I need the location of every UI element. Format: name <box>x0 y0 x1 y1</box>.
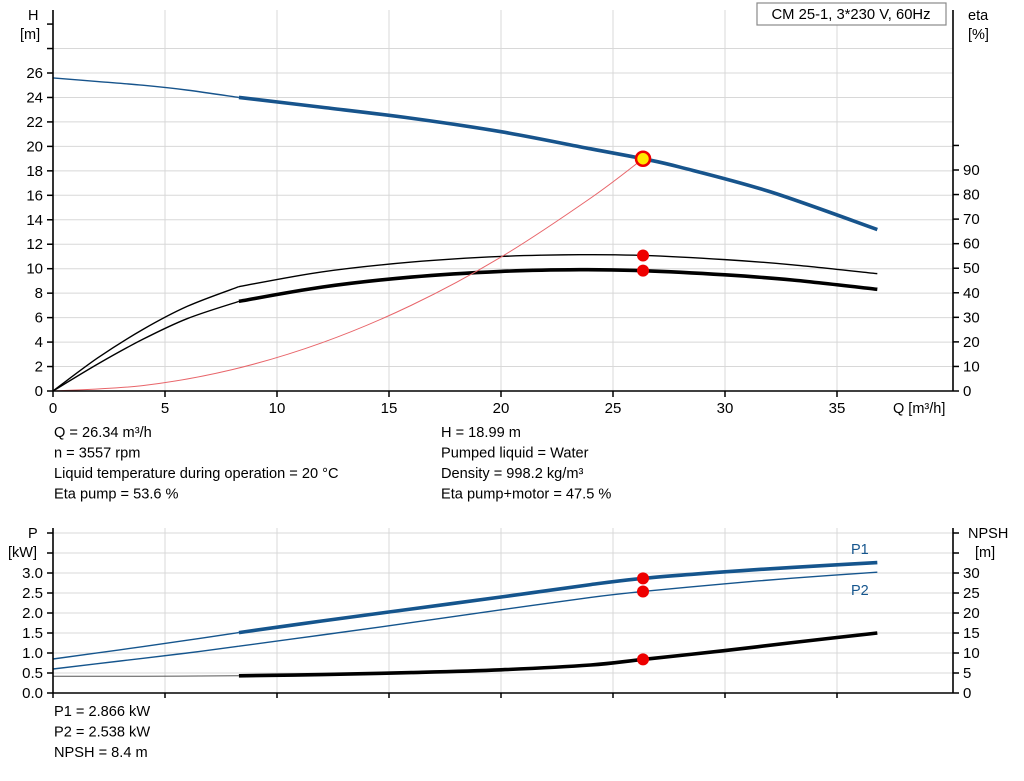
bottom-chart-y-left-tick-label: 0.5 <box>22 665 43 682</box>
bottom-chart-curve <box>238 571 878 647</box>
top-chart-y-right-tick-label: 10 <box>963 358 980 375</box>
bottom-chart-y-right-title: NPSH <box>968 526 1008 542</box>
info-bottom-line: NPSH = 8.4 m <box>54 745 148 761</box>
top-chart-y-left-unit: [m] <box>20 27 40 43</box>
model-title-label: CM 25-1, 3*230 V, 60Hz <box>771 7 930 23</box>
top-chart-y-right-unit: [%] <box>968 27 989 43</box>
bottom-chart-y-right-unit: [m] <box>975 545 995 561</box>
bottom-chart-legend-p1: P1 <box>851 542 869 558</box>
top-chart-curve <box>52 158 644 392</box>
bottom-chart-curve <box>52 631 240 660</box>
bottom-chart-y-right-tick-label: 25 <box>963 585 980 602</box>
top-chart-curve <box>52 285 240 392</box>
top-chart-y-right-title: eta <box>968 8 989 24</box>
info-top-col1-line: Eta pump = 53.6 % <box>54 487 179 503</box>
eta-pump-motor-point-marker[interactable] <box>637 264 650 277</box>
top-chart-y-left-title: H <box>28 8 38 24</box>
top-chart-y-left-tick-label: 16 <box>26 187 43 204</box>
top-chart-y-left-tick-label: 24 <box>26 89 43 106</box>
top-chart-y-left-tick-label: 18 <box>26 163 43 180</box>
top-chart-x-tick-label: 0 <box>49 400 57 417</box>
top-chart-y-left-tick-label: 0 <box>35 383 43 400</box>
bottom-chart-y-left-unit: [kW] <box>8 545 37 561</box>
top-chart-y-right-tick-label: 60 <box>963 236 980 253</box>
duty-point-marker[interactable] <box>634 150 652 168</box>
bottom-chart-y-left-tick-label: 2.5 <box>22 585 43 602</box>
info-bottom-line: P2 = 2.538 kW <box>54 725 150 741</box>
bottom-chart-legend-p2: P2 <box>851 583 869 599</box>
bottom-chart-y-right-tick-label: 20 <box>963 605 980 622</box>
info-top-col1-line: Q = 26.34 m³/h <box>54 425 152 441</box>
bottom-chart-y-left-tick-label: 3.0 <box>22 565 43 582</box>
info-bottom-line: P1 = 2.866 kW <box>54 704 150 720</box>
top-chart-curve <box>238 95 878 232</box>
bottom-chart-y-right-tick-label: 5 <box>963 665 971 682</box>
top-chart-y-right-tick-label: 70 <box>963 211 980 228</box>
bottom-chart-y-left-tick-label: 1.0 <box>22 645 43 662</box>
p1-point-marker[interactable] <box>637 572 650 585</box>
top-chart-y-left-tick-label: 22 <box>26 114 43 131</box>
top-chart-y-left-tick-label: 2 <box>35 359 43 376</box>
bottom-chart-curve <box>52 645 240 670</box>
info-top-col2-line: Pumped liquid = Water <box>441 446 589 462</box>
bottom-chart-y-right-tick-label: 0 <box>963 685 971 702</box>
info-top-col2-line: Density = 998.2 kg/m³ <box>441 466 583 482</box>
top-chart-y-left-tick-label: 14 <box>26 212 43 229</box>
bottom-chart-plot-area <box>53 528 953 693</box>
top-chart-x-axis-title: Q [m³/h] <box>893 401 945 417</box>
top-chart-x-tick-label: 20 <box>493 400 510 417</box>
bottom-chart-y-right-tick-label: 10 <box>963 645 980 662</box>
npsh-point-marker[interactable] <box>637 653 650 666</box>
bottom-chart-y-left-title: P <box>28 526 38 542</box>
top-chart-y-left-tick-label: 8 <box>35 285 43 302</box>
top-chart-curve <box>52 77 240 99</box>
info-top-col2-line: H = 18.99 m <box>441 425 521 441</box>
bottom-chart-curve <box>238 631 878 678</box>
top-chart-y-right-tick-label: 20 <box>963 334 980 351</box>
top-chart-x-tick-label: 30 <box>717 400 734 417</box>
top-chart-y-left-tick-label: 6 <box>35 310 43 327</box>
top-chart-x-tick-label: 5 <box>161 400 169 417</box>
top-chart-curve <box>52 300 240 392</box>
info-top-col1-line: Liquid temperature during operation = 20… <box>54 466 339 482</box>
top-chart-plot-area <box>53 10 953 391</box>
p2-point-marker[interactable] <box>637 585 650 598</box>
top-chart-x-tick-label: 25 <box>605 400 622 417</box>
info-top-col2-line: Eta pump+motor = 47.5 % <box>441 487 611 503</box>
info-top-col1-line: n = 3557 rpm <box>54 446 140 462</box>
top-chart-y-left-tick-label: 10 <box>26 261 43 278</box>
top-chart-y-left-tick-label: 12 <box>26 236 43 253</box>
bottom-chart-y-left-tick-label: 2.0 <box>22 605 43 622</box>
eta-pump-point-marker[interactable] <box>637 249 650 262</box>
top-chart-y-left-tick-label: 4 <box>35 334 43 351</box>
top-chart-x-tick-label: 15 <box>381 400 398 417</box>
bottom-chart-curve <box>238 560 878 635</box>
top-chart-y-right-tick-label: 30 <box>963 309 980 326</box>
bottom-chart-y-left-tick-label: 1.5 <box>22 625 43 642</box>
top-chart-curve <box>238 267 878 304</box>
top-chart-y-right-tick-label: 80 <box>963 187 980 204</box>
top-chart-y-left-tick-label: 20 <box>26 138 43 155</box>
bottom-chart-y-right-tick-label: 15 <box>963 625 980 642</box>
bottom-chart-y-right-tick-label: 30 <box>963 565 980 582</box>
top-chart-y-right-tick-label: 0 <box>963 383 971 400</box>
top-chart-x-tick-label: 35 <box>829 400 846 417</box>
top-chart-x-tick-label: 10 <box>269 400 286 417</box>
top-chart-y-right-tick-label: 50 <box>963 260 980 277</box>
model-title-box <box>756 2 947 26</box>
top-chart-y-left-tick-label: 26 <box>26 65 43 82</box>
top-chart-y-right-tick-label: 90 <box>963 162 980 179</box>
bottom-chart-y-left-tick-label: 0.0 <box>22 685 43 702</box>
top-chart-y-right-tick-label: 40 <box>963 285 980 302</box>
top-chart-curve <box>238 253 878 288</box>
